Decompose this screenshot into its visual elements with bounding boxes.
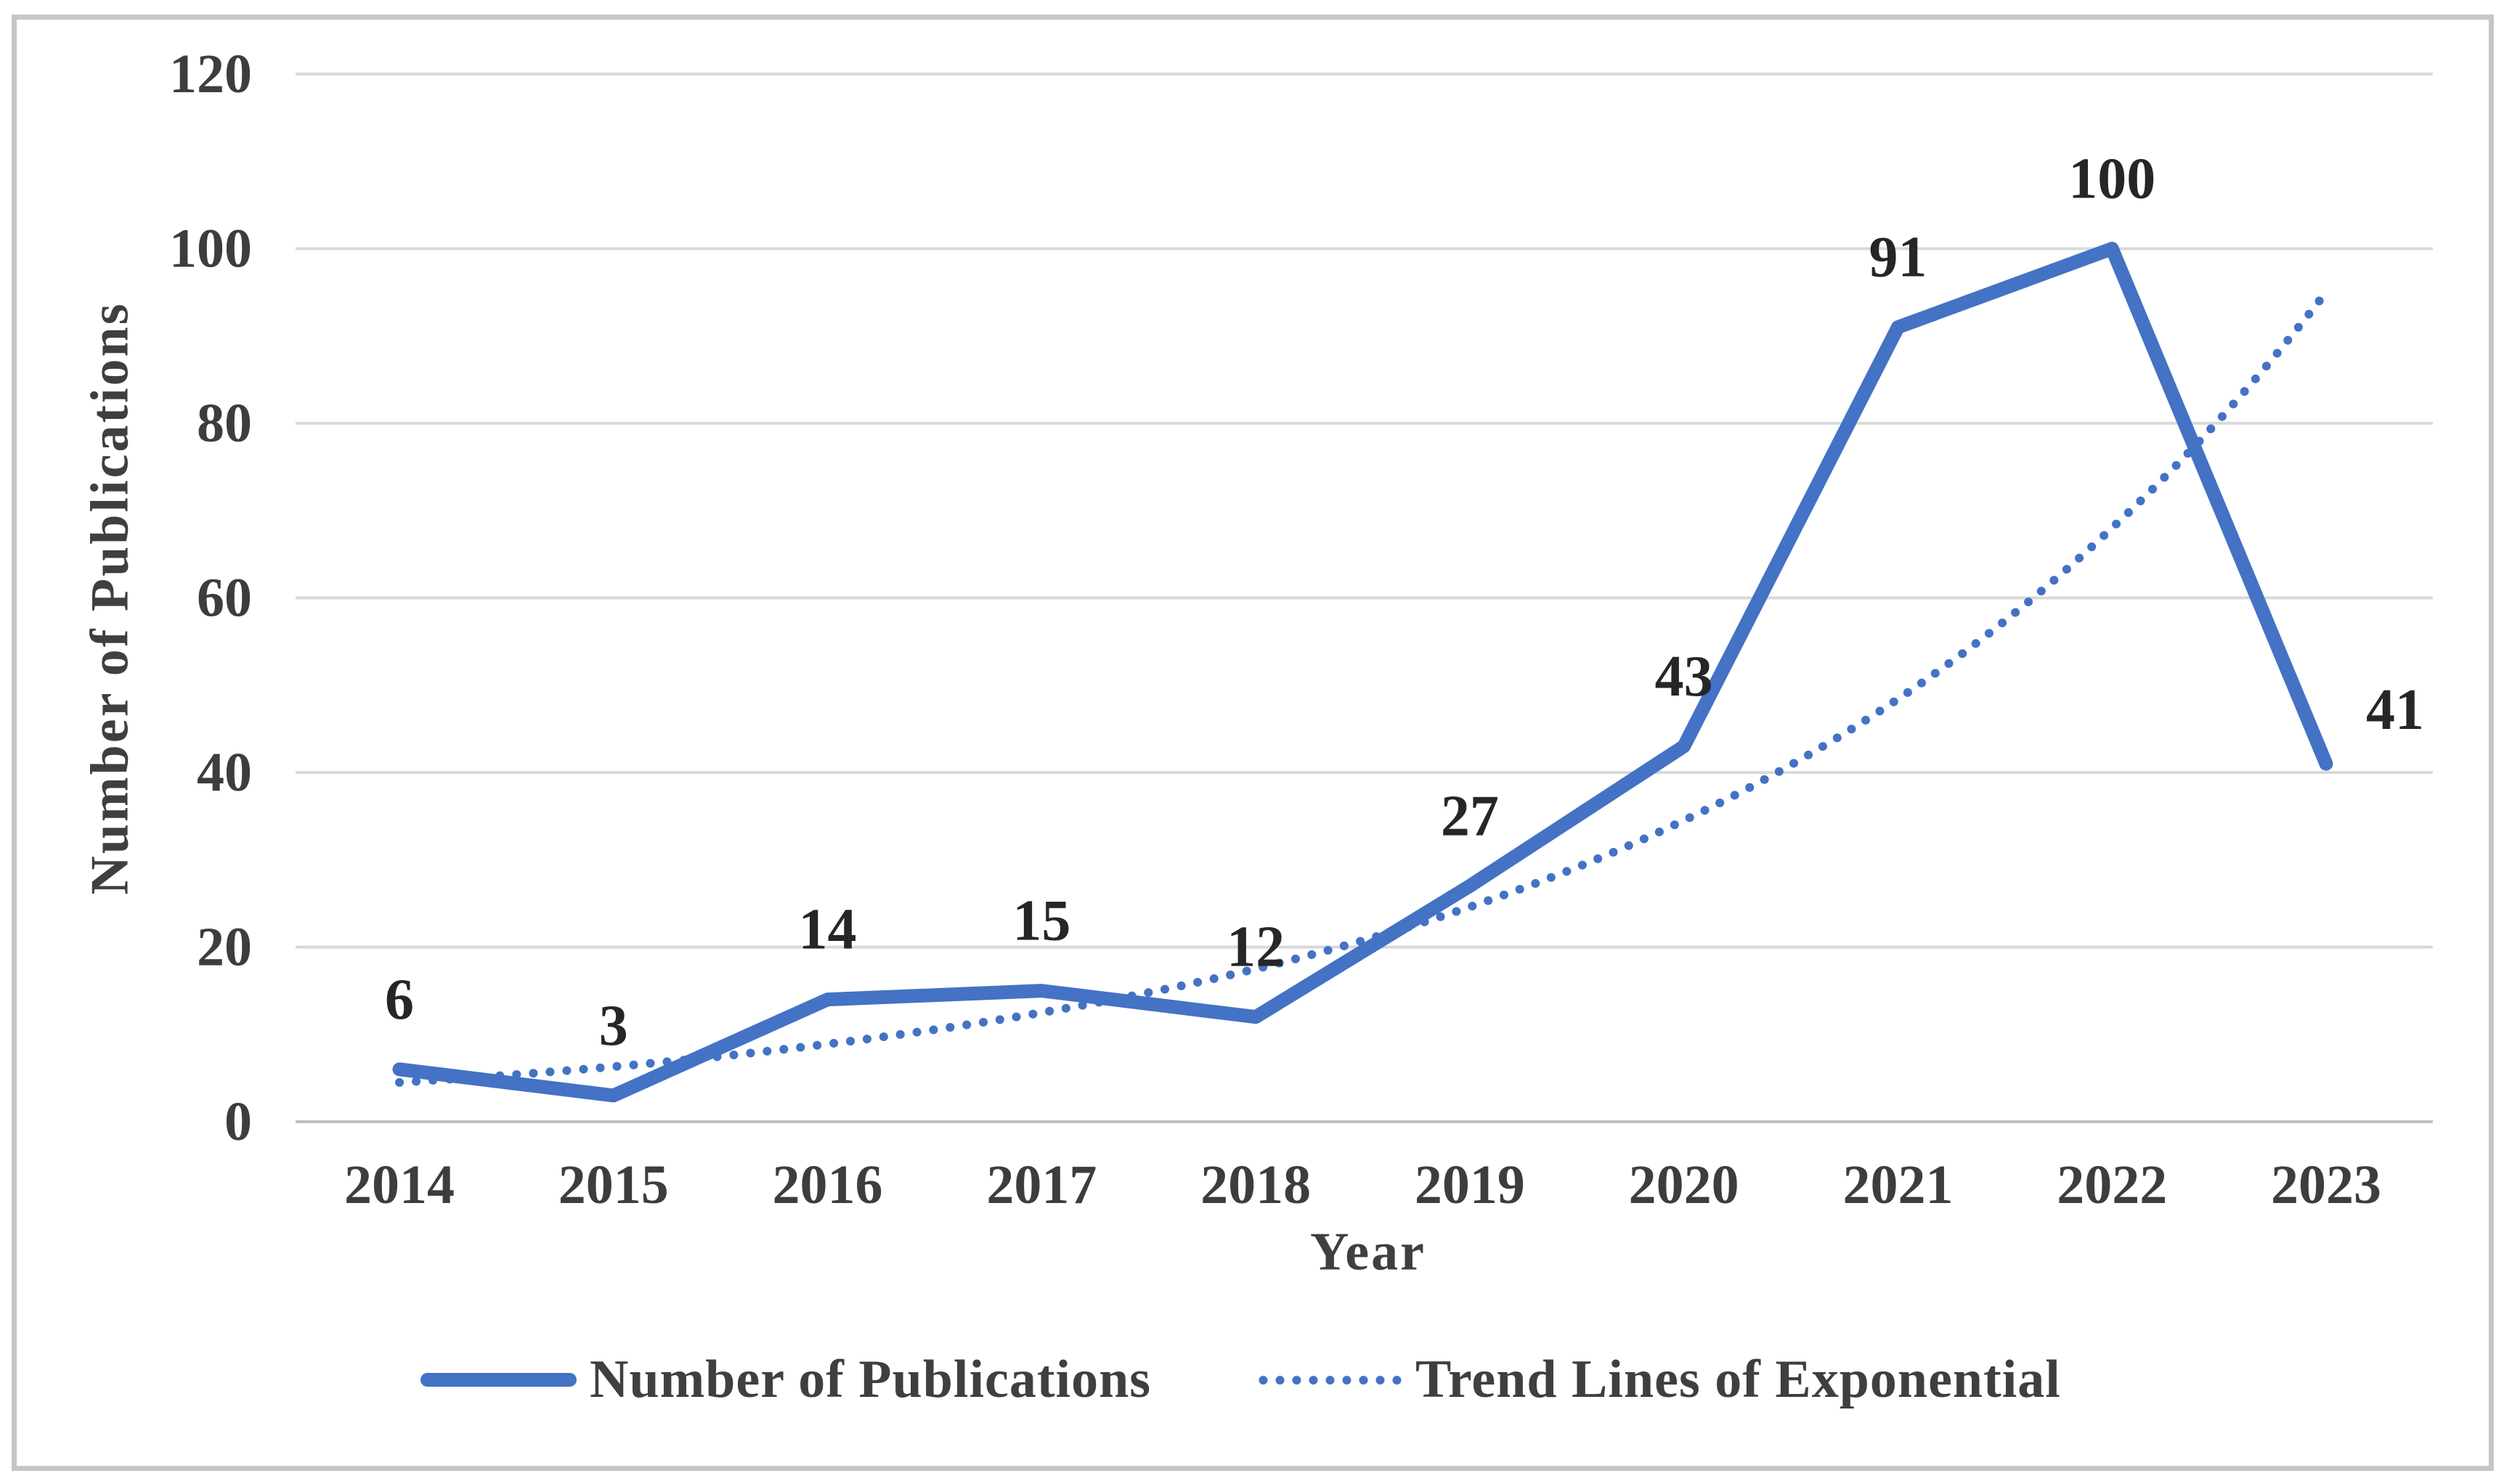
svg-text:3: 3 (599, 994, 628, 1058)
svg-text:120: 120 (169, 44, 252, 105)
svg-text:60: 60 (197, 568, 252, 629)
svg-text:15: 15 (1012, 889, 1070, 953)
svg-text:2022: 2022 (2057, 1154, 2167, 1215)
svg-text:6: 6 (385, 968, 414, 1032)
svg-text:14: 14 (799, 898, 857, 962)
svg-text:2018: 2018 (1200, 1154, 1311, 1215)
svg-text:27: 27 (1441, 784, 1499, 848)
x-axis-title: Year (1310, 1222, 1426, 1282)
svg-text:80: 80 (197, 393, 252, 454)
legend-item-trend: Trend Lines of Exponential (1255, 1349, 2061, 1411)
legend-label-publications: Number of Publications (590, 1350, 1152, 1409)
svg-text:2017: 2017 (986, 1154, 1097, 1215)
y-axis-title: Number of Publications (80, 301, 140, 895)
svg-text:20: 20 (197, 917, 252, 978)
svg-text:2019: 2019 (1415, 1154, 1525, 1215)
legend-item-publications: Number of Publications (420, 1349, 1151, 1411)
svg-text:41: 41 (2366, 678, 2424, 742)
svg-text:100: 100 (169, 219, 252, 280)
dotted-line-swatch-icon (1255, 1374, 1403, 1385)
svg-text:2023: 2023 (2271, 1154, 2381, 1215)
solid-line-swatch-icon (420, 1373, 577, 1387)
svg-text:12: 12 (1227, 916, 1285, 979)
svg-text:0: 0 (224, 1091, 252, 1152)
legend-label-trend: Trend Lines of Exponential (1415, 1350, 2061, 1409)
svg-text:40: 40 (197, 742, 252, 803)
svg-text:2014: 2014 (344, 1154, 455, 1215)
svg-text:43: 43 (1655, 645, 1713, 709)
svg-text:91: 91 (1869, 226, 1927, 290)
svg-text:2021: 2021 (1842, 1154, 1953, 1215)
svg-text:2020: 2020 (1629, 1154, 1739, 1215)
svg-text:2015: 2015 (558, 1154, 669, 1215)
svg-text:2016: 2016 (773, 1154, 883, 1215)
svg-text:100: 100 (2068, 147, 2155, 211)
legend: Number of Publications Trend Lines of Ex… (420, 1349, 2061, 1411)
